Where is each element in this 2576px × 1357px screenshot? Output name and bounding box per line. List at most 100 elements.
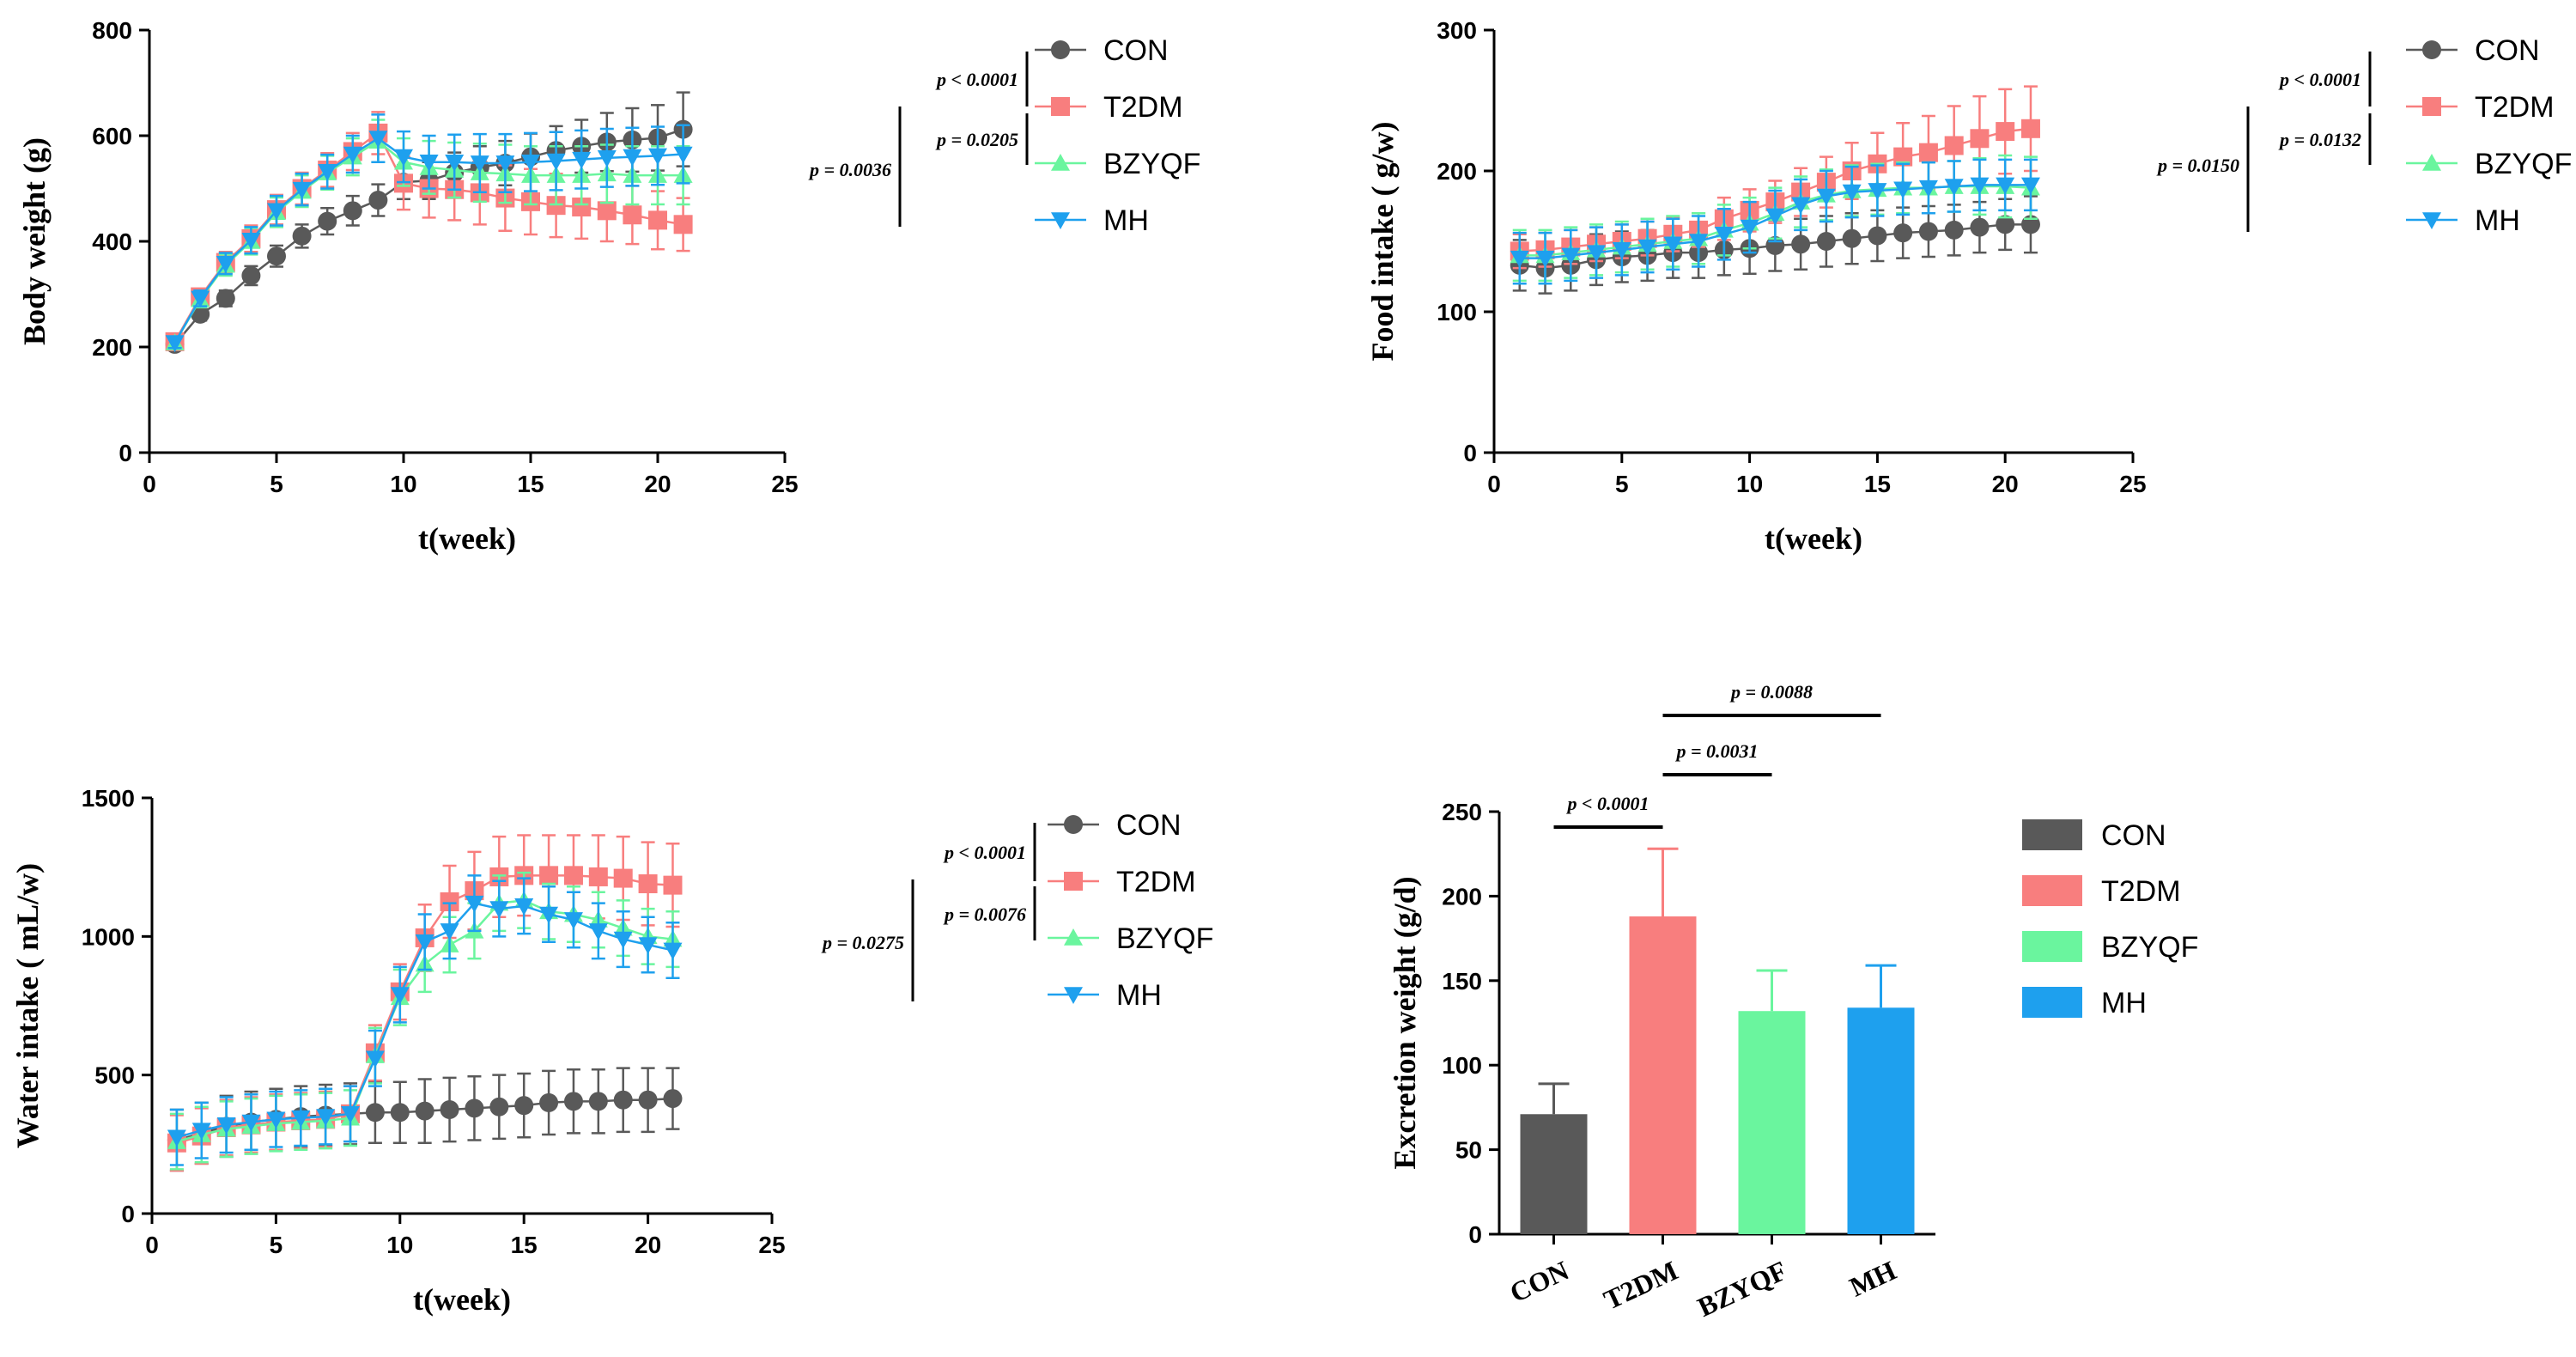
x-tick-label: 15 (511, 1232, 538, 1258)
legend-swatch (2022, 987, 2082, 1018)
bar-bzyqf (1738, 1011, 1806, 1234)
y-tick-label: 100 (1437, 299, 1477, 326)
x-tick-label: 0 (143, 471, 156, 497)
y-tick-label: 800 (92, 17, 132, 44)
p-value-label: p < 0.0001 (935, 69, 1018, 90)
data-point (673, 146, 693, 164)
bar-con (1520, 1114, 1588, 1234)
data-point (495, 155, 515, 173)
legend-marker (1064, 872, 1083, 891)
legend-label: CON (1103, 34, 1169, 67)
p-value-label: p = 0.0205 (935, 129, 1018, 150)
data-point (267, 246, 286, 266)
data-point (597, 201, 617, 221)
data-point (1561, 247, 1581, 265)
x-tick-label: 10 (390, 471, 416, 497)
y-axis-label: Water intake ( mL/w) (10, 863, 45, 1148)
data-point (343, 146, 362, 164)
y-tick-label: 400 (92, 228, 132, 255)
data-point (2020, 177, 2040, 195)
y-tick-label: 0 (1463, 440, 1477, 466)
data-point (588, 1092, 608, 1111)
series-mh (1510, 158, 2040, 285)
data-point (1791, 197, 1811, 215)
data-point (1689, 234, 1709, 251)
legend-marker (2422, 154, 2441, 171)
legend-marker (2422, 40, 2441, 59)
data-point (165, 335, 185, 353)
excretion-weight-chart: 0 50 100 150 200 250 Excretion weight (g/d) CON… (1388, 681, 2198, 1323)
legend-swatch (2022, 875, 2082, 906)
data-point (191, 1123, 211, 1141)
data-point (465, 1098, 484, 1118)
data-point (365, 1103, 385, 1123)
data-point (1970, 129, 1990, 149)
x-tick-label: T2DM (1599, 1255, 1682, 1316)
legend-marker (1064, 987, 1083, 1004)
data-point (546, 153, 566, 171)
legend-label: T2DM (2101, 875, 2181, 908)
data-point (191, 290, 210, 308)
data-point (1893, 181, 1913, 199)
y-tick-label: 150 (1442, 968, 1482, 995)
data-point (638, 1090, 658, 1110)
legend-label: CON (2475, 34, 2540, 67)
x-tick-label: 25 (758, 1232, 785, 1258)
data-point (368, 191, 388, 210)
data-point (1970, 217, 1990, 237)
x-tick-label: 15 (1864, 471, 1891, 497)
data-point (613, 931, 633, 949)
y-tick-label: 200 (1437, 158, 1477, 185)
x-tick-label: 5 (270, 471, 283, 497)
legend-marker (2422, 212, 2441, 229)
data-point (394, 149, 413, 167)
body-weight-chart: 0 5 10 15 20 25 0 200 400 600 800 t(week) Body weigh… (17, 17, 1200, 556)
data-point (1791, 234, 1811, 254)
data-point (1714, 227, 1734, 244)
data-point (514, 898, 534, 916)
data-point (1663, 236, 1683, 254)
data-point (465, 895, 484, 913)
data-point (539, 1092, 559, 1112)
bar-mh (1847, 1007, 1915, 1234)
data-point (1944, 136, 1964, 155)
legend-marker (1064, 815, 1083, 834)
series-mh (165, 113, 693, 353)
p-value-label: p = 0.0150 (2156, 155, 2239, 176)
data-point (572, 198, 592, 217)
data-point (489, 1097, 509, 1117)
data-point (368, 131, 388, 149)
data-point (648, 148, 667, 166)
p-value-label: p < 0.0001 (943, 842, 1026, 863)
data-point (291, 1110, 311, 1128)
legend-label: T2DM (2475, 91, 2555, 124)
x-tick-label: 10 (1736, 471, 1763, 497)
y-axis-label: Food intake ( g/w) (1365, 122, 1400, 362)
data-point (663, 942, 683, 960)
legend-marker (2422, 97, 2441, 116)
legend-label: MH (1103, 204, 1149, 237)
data-point (638, 937, 658, 955)
x-tick-label: BZYQF (1692, 1255, 1791, 1323)
data-point (318, 164, 337, 181)
data-point (266, 1111, 286, 1129)
data-point (343, 201, 362, 221)
data-point (663, 1089, 683, 1109)
data-point (1944, 220, 1964, 240)
data-point (216, 1117, 236, 1135)
x-tick-label: 20 (644, 471, 671, 497)
data-point (440, 1100, 459, 1119)
y-tick-label: 0 (1468, 1221, 1482, 1248)
data-point (292, 181, 312, 199)
p-value-label: p = 0.0076 (943, 904, 1026, 925)
p-value-label: p = 0.0088 (1729, 681, 1813, 703)
data-point (2020, 119, 2040, 138)
x-tick-label: 5 (1615, 471, 1629, 497)
food-intake-chart: 0 5 10 15 20 25 0 100 200 300 t(week) Food intake (… (1365, 17, 2572, 556)
data-point (365, 1050, 385, 1068)
x-tick-label: 15 (517, 471, 544, 497)
x-axis-label: t(week) (418, 521, 516, 556)
legend-label: MH (2475, 204, 2520, 237)
data-point (216, 289, 235, 308)
y-tick-label: 200 (1442, 883, 1482, 910)
